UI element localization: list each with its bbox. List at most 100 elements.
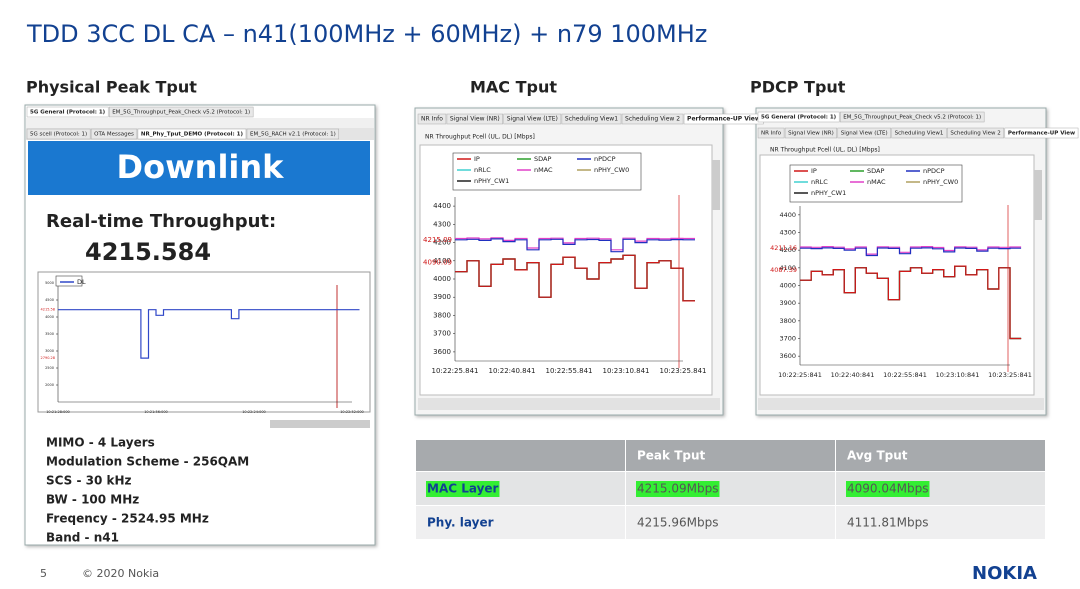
x-tick-label: 10:23:25:841	[988, 371, 1032, 379]
legend-label: nPDCP	[923, 167, 945, 175]
tab-label: Signal View (LTE)	[507, 116, 558, 123]
y-tick-label: 3800	[779, 317, 796, 325]
y-tick-label: 2500	[45, 366, 54, 370]
legend-label: IP	[811, 167, 817, 175]
logo: NOKIA	[972, 563, 1037, 584]
tab-label: OTA Messages	[94, 132, 134, 138]
y-tick-label: 4100	[433, 257, 451, 265]
tab-label: Performance-UP View	[1008, 131, 1075, 137]
spec-line: SCS - 30 kHz	[46, 474, 132, 488]
scrollbar	[712, 160, 720, 210]
tab-label: 5G General (Protocol: 1)	[30, 110, 106, 116]
panel-heading: PDCP Tput	[750, 78, 846, 97]
legend-label: nMAC	[534, 166, 553, 174]
tab-label: Scheduling View 2	[625, 116, 680, 123]
tab[interactable]	[947, 127, 1005, 139]
spec-line: MIMO - 4 Layers	[46, 436, 155, 450]
legend-box	[55, 275, 83, 287]
legend-label: nRLC	[474, 166, 491, 174]
x-tick-label: 10:22:24:000	[242, 410, 266, 414]
highlight	[636, 481, 720, 497]
series-line	[455, 238, 695, 253]
table-cell-text: Phy. layer	[427, 516, 494, 530]
y-tick-label: 4300	[433, 220, 451, 228]
tab[interactable]	[26, 106, 109, 118]
legend-label: SDAP	[867, 167, 884, 175]
table-cell-text: 4215.09Mbps	[637, 482, 718, 496]
table-header-cell	[416, 440, 625, 471]
tab-label: Signal View (NR)	[788, 131, 834, 137]
tab[interactable]	[246, 128, 339, 140]
panel-heading: MAC Tput	[470, 78, 557, 97]
tab-label: NR_Phy_Tput_DEMO (Protocol: 1)	[141, 132, 244, 138]
tab[interactable]	[837, 127, 891, 139]
y-tick-label: 4000	[45, 315, 54, 319]
x-tick-label: 10:22:40.841	[488, 367, 535, 375]
tab[interactable]	[784, 127, 838, 139]
tab[interactable]	[137, 128, 247, 140]
x-tick-label: 10:22:55.841	[545, 367, 592, 375]
throughput-value: 4215.584	[85, 238, 211, 266]
tab[interactable]	[26, 128, 91, 140]
tab[interactable]	[90, 128, 138, 140]
tab[interactable]	[839, 111, 985, 123]
tab[interactable]	[417, 113, 447, 125]
tab[interactable]	[621, 113, 684, 125]
table-cell-text: 4111.81Mbps	[847, 516, 928, 530]
y-tick-label: 3800	[433, 311, 451, 319]
table-header-cell	[626, 440, 835, 471]
y-tick-label: 3700	[779, 335, 796, 343]
table-cell	[836, 506, 1045, 539]
tab-label: Scheduling View1	[565, 116, 618, 123]
highlight	[426, 481, 500, 497]
tab[interactable]	[757, 127, 785, 139]
tab-label: Scheduling View1	[895, 131, 944, 137]
cursor-readout: 4090.09	[423, 259, 452, 267]
x-tick-label: 10:23:10.841	[602, 367, 649, 375]
legend-label: IP	[474, 155, 480, 163]
y-tick-label: 4100	[779, 264, 796, 272]
table-cell-text: 4215.96Mbps	[637, 516, 718, 530]
cursor-readout: 2790.28	[41, 356, 55, 360]
legend-box	[789, 164, 963, 203]
tab[interactable]	[503, 113, 562, 125]
legend-label: nRLC	[811, 178, 828, 186]
y-tick-label: 4300	[779, 229, 796, 237]
x-tick-label: 10:21:28:000	[46, 410, 70, 414]
spec-line: Band - n41	[46, 531, 119, 545]
copyright: © 2020 Nokia	[82, 567, 159, 580]
panel-heading: Physical Peak Tput	[26, 78, 197, 97]
tab[interactable]	[1004, 127, 1079, 139]
scrollbar	[1034, 170, 1042, 220]
tab[interactable]	[108, 106, 254, 118]
tab[interactable]	[891, 127, 947, 139]
y-tick-label: 4400	[433, 202, 451, 210]
tab-label: Signal View (NR)	[450, 116, 500, 123]
legend-label: nPHY_CW0	[594, 166, 629, 174]
tab[interactable]	[446, 113, 503, 125]
y-tick-label: 3900	[779, 299, 796, 307]
legend-box	[452, 152, 642, 191]
series-line	[455, 254, 695, 302]
y-tick-label: 4200	[433, 239, 451, 247]
cursor-readout: 4215.09	[423, 236, 452, 244]
tab[interactable]	[561, 113, 622, 125]
y-tick-label: 4000	[433, 275, 451, 283]
y-tick-label: 3600	[433, 348, 451, 356]
cursor-readout: 4211.16	[770, 244, 797, 252]
tab-label: EM_5G_Throughput_Peak_Check v5.2 (Protoc…	[843, 115, 981, 121]
x-tick-label: 10:21:56:000	[144, 410, 168, 414]
tab[interactable]	[757, 111, 840, 123]
y-tick-label: 4000	[779, 282, 796, 290]
table-header-text: Peak Tput	[637, 449, 706, 463]
scrollbar	[418, 398, 720, 410]
x-tick-label: 10:22:25:841	[778, 371, 822, 379]
page-number: 5	[40, 567, 47, 580]
spec-line: BW - 100 MHz	[46, 493, 139, 507]
y-tick-label: 3000	[45, 349, 54, 353]
tab-label: Performance-UP View	[687, 116, 761, 123]
y-tick-label: 3700	[433, 330, 451, 338]
spec-line: Freqency - 2524.95 MHz	[46, 512, 209, 526]
table-cell	[416, 506, 625, 539]
tab-label: NR Info	[421, 116, 443, 123]
